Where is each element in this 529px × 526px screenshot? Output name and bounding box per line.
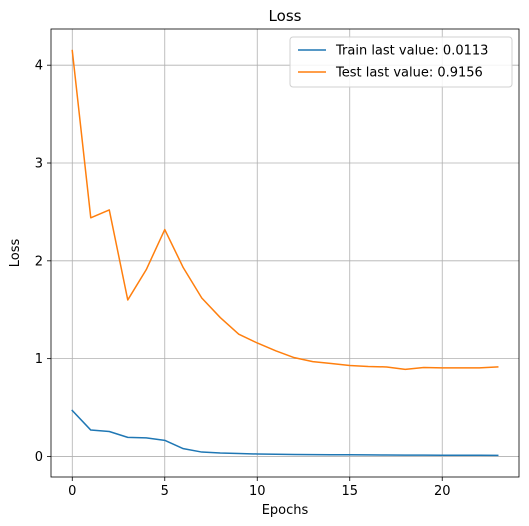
y-tick-label: 3 — [35, 157, 43, 172]
legend-label-train: Train last value: 0.0113 — [335, 44, 488, 59]
x-tick-label: 15 — [341, 484, 358, 499]
legend-label-test: Test last value: 0.9156 — [335, 66, 483, 81]
y-tick-label: 1 — [35, 352, 43, 367]
x-tick-label: 0 — [68, 484, 76, 499]
x-tick-label: 10 — [249, 484, 266, 499]
y-axis-title: Loss — [8, 239, 23, 268]
legend: Train last value: 0.0113 Test last value… — [289, 36, 513, 88]
train-loss-line — [71, 409, 499, 457]
grid — [51, 29, 519, 477]
chart-title: Loss — [269, 7, 302, 25]
x-tick-label: 5 — [161, 484, 169, 499]
legend-box — [289, 36, 513, 88]
y-tick-label: 2 — [35, 254, 43, 269]
series-layer — [71, 49, 499, 457]
y-tick-label: 4 — [35, 59, 43, 74]
x-axis-title: Epochs — [262, 503, 309, 518]
x-tick-label: 20 — [434, 484, 451, 499]
plot-frame — [50, 28, 520, 478]
test-loss-line — [71, 49, 499, 371]
ticks: 0 5 10 15 20 0 1 2 3 4 — [35, 59, 451, 499]
y-tick-label: 0 — [35, 450, 43, 465]
